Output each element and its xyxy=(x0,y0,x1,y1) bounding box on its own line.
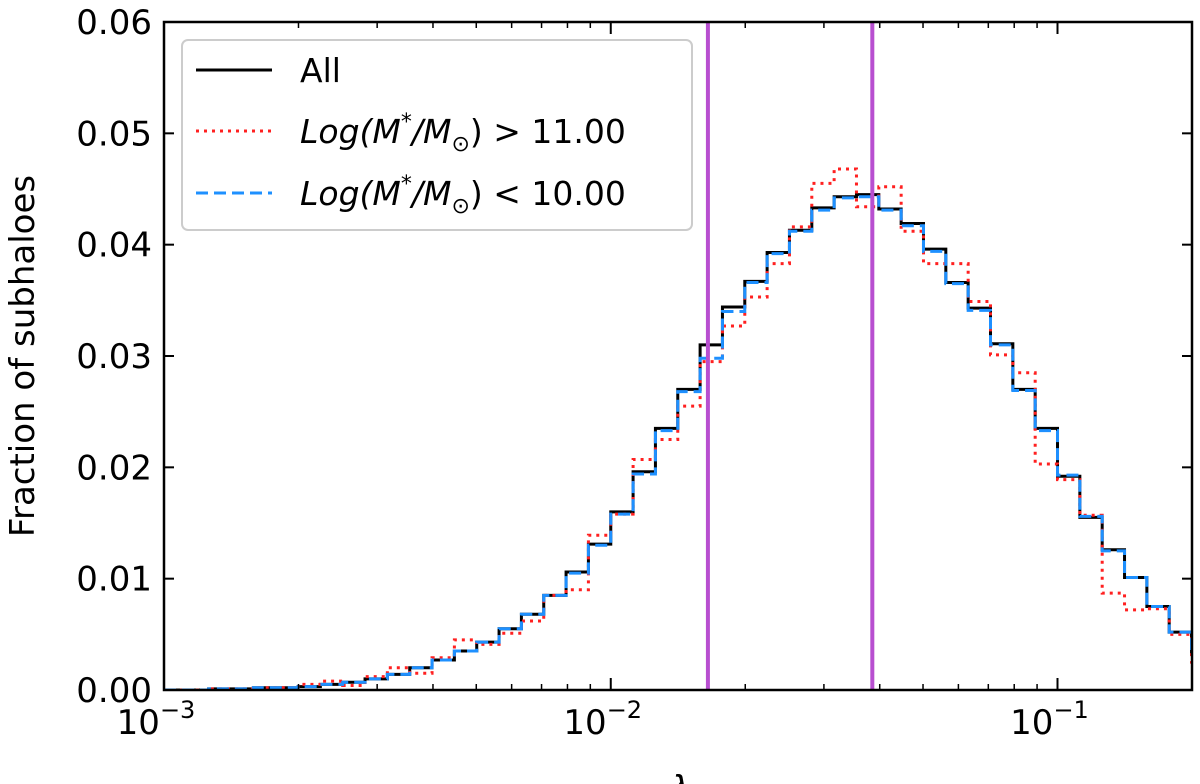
y-tick-label: 0.01 xyxy=(76,560,152,600)
legend-high-tail: ) > 11.00 xyxy=(470,112,626,151)
legend-low-sup: * xyxy=(401,172,412,197)
legend-high-mid: /M xyxy=(409,112,452,151)
legend-label-all: All xyxy=(300,51,341,90)
legend-low-sub: ⊙ xyxy=(451,194,469,219)
legend-low-tail: ) < 10.00 xyxy=(470,174,626,213)
legend-label-high-mass: Log(M*/M⊙) > 11.00 xyxy=(300,110,626,157)
series-All xyxy=(164,193,1192,690)
y-tick-label: 0.03 xyxy=(76,337,152,377)
x-tick-label: 10−2 xyxy=(563,696,642,743)
legend-high-sup: * xyxy=(401,110,412,135)
legend: All Log(M*/M⊙) > 11.00 Log(M*/M⊙) < 10.0… xyxy=(181,39,693,231)
y-tick-label: 0.00 xyxy=(76,671,152,711)
y-tick-label: 0.04 xyxy=(76,226,152,266)
legend-high-main: Log(M xyxy=(300,112,401,151)
y-axis-label: Fraction of subhaloes xyxy=(3,175,43,537)
x-axis-label: λ xyxy=(668,769,690,784)
legend-low-mid: /M xyxy=(409,174,452,213)
series-layer xyxy=(164,167,1192,690)
tick-layer: 0.00 0.01 0.02 0.03 0.04 0.05 0.06 10−3 10−2 10−1 xyxy=(76,3,1193,743)
legend-box xyxy=(181,39,693,231)
series-high-mass xyxy=(164,167,1192,690)
legend-label-low-mass: Log(M*/M⊙) < 10.00 xyxy=(300,172,626,219)
x-tick-label: 10−3 xyxy=(117,696,196,743)
x-tick-label: 10−1 xyxy=(1010,696,1089,743)
y-tick-label: 0.06 xyxy=(76,3,152,43)
y-tick-label: 0.02 xyxy=(76,448,152,488)
y-tick-label: 0.05 xyxy=(76,114,152,154)
vline-layer xyxy=(705,22,875,690)
legend-high-sub: ⊙ xyxy=(451,132,469,157)
series-low-mass xyxy=(164,195,1192,690)
legend-low-main: Log(M xyxy=(300,174,401,213)
